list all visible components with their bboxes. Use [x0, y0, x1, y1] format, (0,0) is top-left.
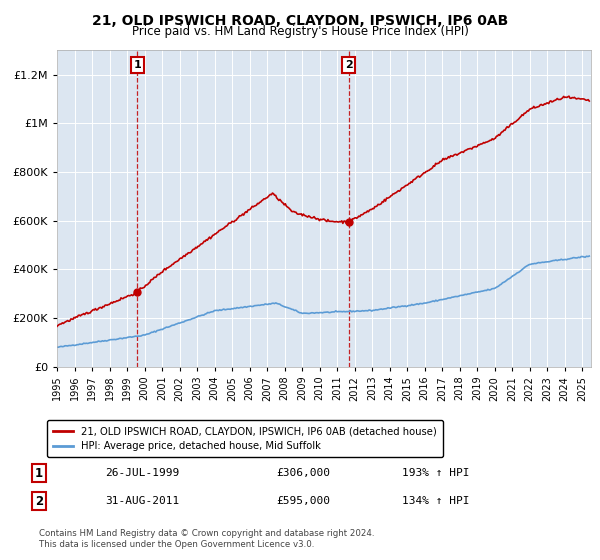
- Text: Price paid vs. HM Land Registry's House Price Index (HPI): Price paid vs. HM Land Registry's House …: [131, 25, 469, 38]
- Text: 31-AUG-2011: 31-AUG-2011: [105, 496, 179, 506]
- Text: 26-JUL-1999: 26-JUL-1999: [105, 468, 179, 478]
- Text: 134% ↑ HPI: 134% ↑ HPI: [402, 496, 470, 506]
- Text: 193% ↑ HPI: 193% ↑ HPI: [402, 468, 470, 478]
- Text: £306,000: £306,000: [276, 468, 330, 478]
- Text: Contains HM Land Registry data © Crown copyright and database right 2024.
This d: Contains HM Land Registry data © Crown c…: [39, 529, 374, 549]
- Text: 21, OLD IPSWICH ROAD, CLAYDON, IPSWICH, IP6 0AB: 21, OLD IPSWICH ROAD, CLAYDON, IPSWICH, …: [92, 14, 508, 28]
- Text: 2: 2: [345, 60, 353, 70]
- Legend: 21, OLD IPSWICH ROAD, CLAYDON, IPSWICH, IP6 0AB (detached house), HPI: Average p: 21, OLD IPSWICH ROAD, CLAYDON, IPSWICH, …: [47, 420, 443, 457]
- Text: 1: 1: [133, 60, 141, 70]
- Text: 2: 2: [35, 494, 43, 508]
- Text: £595,000: £595,000: [276, 496, 330, 506]
- Text: 1: 1: [35, 466, 43, 480]
